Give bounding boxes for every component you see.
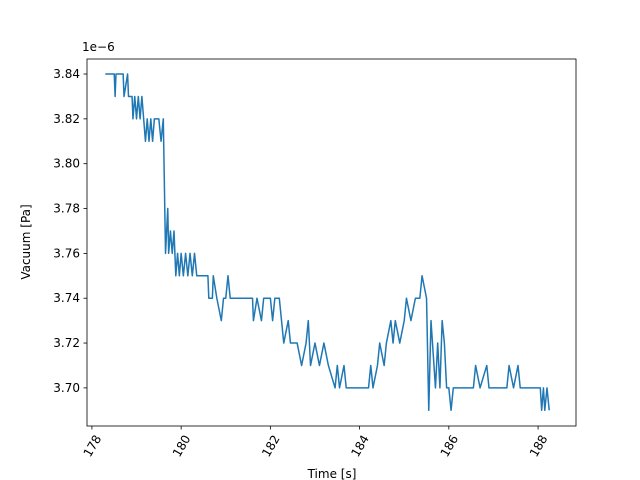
data-line bbox=[105, 73, 550, 412]
y-tick-label: 3.70 bbox=[53, 381, 80, 395]
plot-frame bbox=[86, 58, 577, 427]
y-offset-label: 1e−6 bbox=[82, 40, 115, 54]
y-tick-label: 3.82 bbox=[53, 112, 80, 126]
y-tick-label: 3.72 bbox=[53, 336, 80, 350]
y-axis-label: Vacuum [Pa] bbox=[19, 204, 33, 279]
x-axis-label: Time [s] bbox=[307, 467, 357, 480]
y-tick-label: 3.74 bbox=[53, 291, 80, 305]
y-tick-label: 3.84 bbox=[53, 67, 80, 81]
y-tick-label: 3.76 bbox=[53, 246, 80, 260]
y-tick-label: 3.80 bbox=[53, 157, 80, 171]
y-tick-label: 3.78 bbox=[53, 202, 80, 216]
